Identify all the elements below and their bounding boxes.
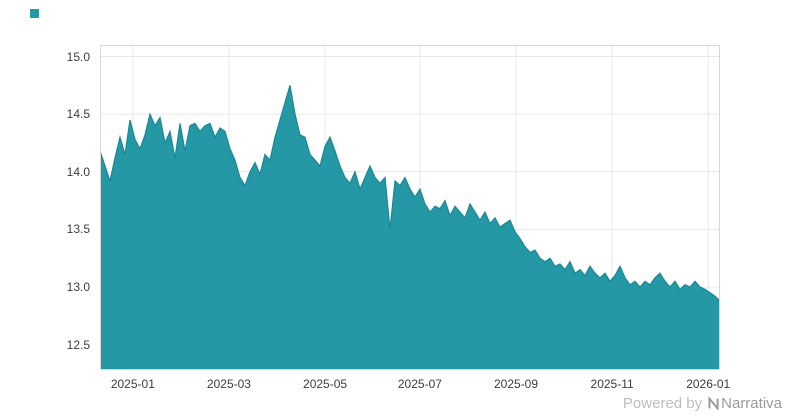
watermark: Powered by Narrativa (623, 395, 782, 412)
plot-area (100, 45, 720, 370)
x-tick-label: 2025-03 (206, 377, 251, 391)
x-tick-label: 2026-01 (686, 377, 731, 391)
y-tick-label: 13.5 (66, 222, 90, 237)
x-tick-label: 2025-01 (110, 377, 155, 391)
x-tick-label: 2025-11 (590, 377, 634, 391)
powered-by-text: Powered by (622, 395, 703, 412)
y-tick-label: 14.5 (66, 107, 90, 122)
y-tick-label: 13.0 (66, 280, 90, 295)
x-tick-label: 2025-09 (493, 377, 539, 391)
narrativa-logo-icon (708, 397, 719, 410)
brand-name: Narrativa (721, 395, 782, 412)
x-tick-label: 2025-05 (303, 377, 348, 391)
y-tick-label: 15.0 (66, 49, 90, 64)
x-tick-label: 2025-07 (397, 377, 442, 391)
legend-swatch (30, 9, 39, 18)
area-chart (100, 45, 720, 370)
y-tick-label: 14.0 (66, 164, 90, 179)
y-tick-label: 12.5 (66, 337, 90, 352)
brand: Narrativa (707, 395, 782, 412)
